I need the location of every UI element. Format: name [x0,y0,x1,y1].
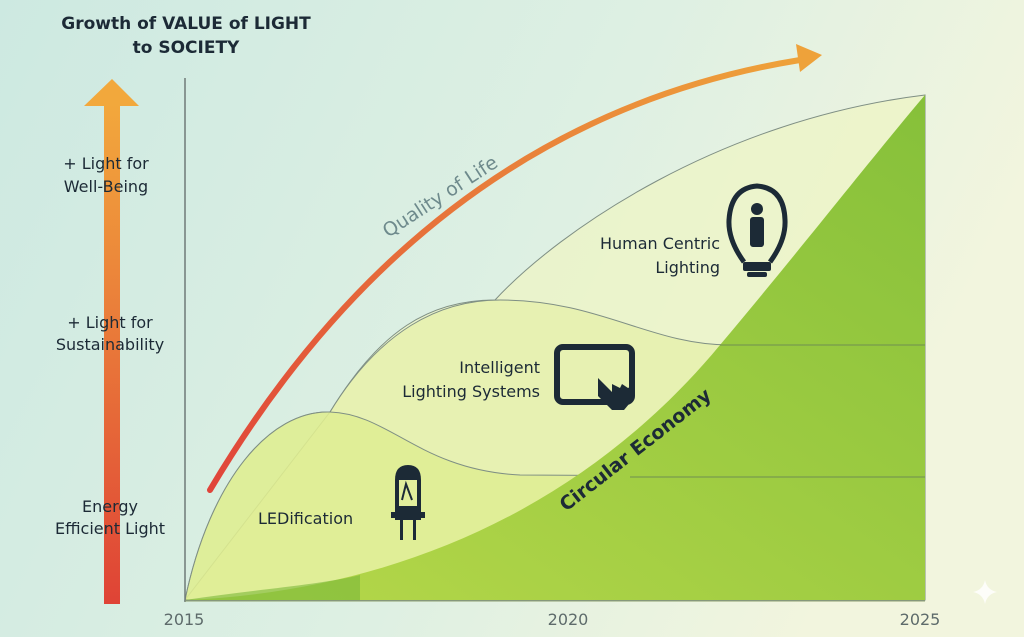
title-line-1: Growth of VALUE of LIGHT [61,14,311,34]
level-wellbeing-line-1: + Light for [63,154,149,173]
stage-boundary-lines [630,344,925,478]
x-tick-2025: 2025 [900,610,941,629]
level-sustainability-line-1: + Light for [67,313,153,332]
stage-ledification-label: LEDification [258,509,353,528]
level-wellbeing-line-2: Well-Being [64,177,148,196]
sparkle-icon [973,580,997,604]
level-energy-line-2: Efficient Light [55,519,165,538]
x-tick-2020: 2020 [548,610,589,629]
level-energy-line-1: Energy [82,497,138,516]
area-circular-economy [185,95,925,600]
stage-intelligent-line-1: Intelligent [459,358,540,377]
quality-of-life-arrow [207,44,822,493]
led-diode-icon [391,465,425,540]
stage-intelligent-line-2: Lighting Systems [402,382,540,401]
area-circular-base [185,575,360,600]
level-sustainability-line-2: Sustainability [56,335,164,354]
title-line-2: to SOCIETY [133,38,240,58]
lightbulb-person-icon [726,183,788,277]
x-tick-2015: 2015 [164,610,205,629]
value-growth-arrow [84,79,139,604]
stage-human-centric-line-2: Lighting [655,258,720,277]
tablet-touch-icon [554,344,635,410]
stage-human-centric-line-1: Human Centric [600,234,720,253]
